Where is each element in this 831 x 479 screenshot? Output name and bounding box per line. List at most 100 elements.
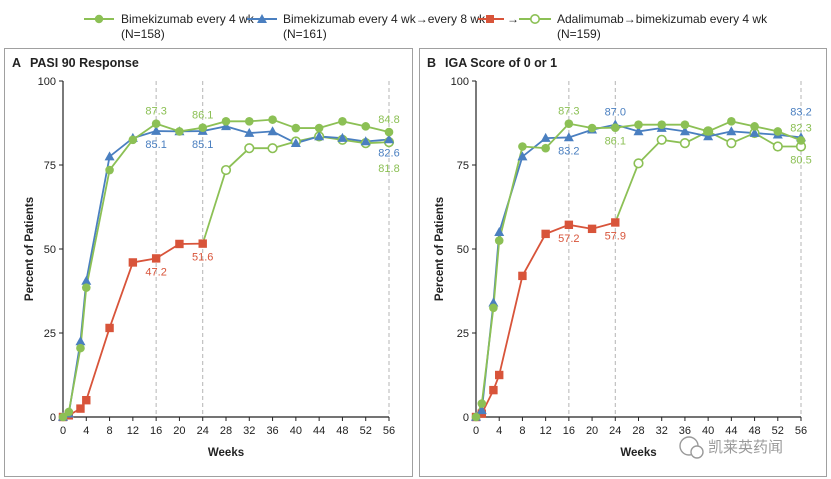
x-tick-label: 16 xyxy=(150,425,162,437)
data-point-bimekizumab-q4w-q8w xyxy=(749,127,760,137)
y-tick-label: 50 xyxy=(44,244,56,256)
x-axis-label: Weeks xyxy=(208,447,244,459)
data-point-adalimumab-switch xyxy=(220,164,232,176)
panel-a-title: PASI 90 Response xyxy=(30,56,139,70)
legend-item-bimekizumab-q4w: Bimekizumab every 4 wk (N=158) xyxy=(84,12,255,41)
y-axis-label: Percent of Patients xyxy=(434,197,446,301)
wechat-bubble-icon xyxy=(690,445,704,459)
legend-label: Bimekizumab every 4 wk xyxy=(121,12,255,26)
data-label-bimekizumab-q4w-q8w: 83.2 xyxy=(790,106,811,118)
x-tick-label: 28 xyxy=(220,425,232,437)
data-point-adalimumab-switch xyxy=(656,134,667,145)
y-tick-label: 0 xyxy=(463,412,469,424)
data-point-bimekizumab-q4w xyxy=(151,119,161,128)
watermark-text: 凯莱英药闻 xyxy=(708,438,783,456)
data-label-bimekizumab-q4w-q8w: 83.2 xyxy=(558,145,579,157)
data-point-adalimumab-switch xyxy=(679,138,691,149)
data-point-bimekizumab-q4w xyxy=(338,117,347,126)
x-tick-label: 44 xyxy=(313,425,325,437)
data-point-bimekizumab-q4w-q8w xyxy=(314,131,325,141)
data-point-bimekizumab-q4w-q8w xyxy=(633,126,644,136)
panel-a-heading: A PASI 90 Response xyxy=(12,56,139,70)
x-tick-label: 40 xyxy=(702,425,714,437)
panel-a-border xyxy=(4,48,413,477)
data-point-bimekizumab-q4w xyxy=(773,127,783,136)
data-point-adalimumab-switch xyxy=(267,143,278,154)
data-label-bimekizumab-q4w-q8w: 85.1 xyxy=(145,139,166,151)
data-point-bimekizumab-q4w xyxy=(268,115,277,124)
x-tick-label: 24 xyxy=(609,425,621,437)
x-tick-label: 44 xyxy=(725,425,737,437)
x-tick-label: 20 xyxy=(173,425,185,437)
legend-n: (N=161) xyxy=(283,27,327,41)
data-point-bimekizumab-q4w xyxy=(541,143,550,153)
data-point-adalimumab xyxy=(495,370,504,380)
data-point-bimekizumab-q4w-q8w xyxy=(726,126,737,136)
filled-square-icon xyxy=(486,15,494,23)
data-point-bimekizumab-q4w xyxy=(518,142,527,151)
data-label-bimekizumab-q4w-q8w: 85.1 xyxy=(192,139,213,151)
data-point-adalimumab xyxy=(128,258,138,267)
panel-b-title: IGA Score of 0 or 1 xyxy=(445,56,557,70)
data-point-bimekizumab-q4w xyxy=(489,303,498,313)
legend-label: Bimekizumab every 4 wk→every 8 wk xyxy=(283,12,486,26)
data-label-adalimumab: 47.2 xyxy=(145,266,166,278)
panel-a-letter: A xyxy=(12,56,21,70)
series-line-bimekizumab-q4w xyxy=(62,118,390,418)
data-point-bimekizumab-q4w xyxy=(314,123,324,133)
data-point-adalimumab xyxy=(541,229,550,239)
data-point-bimekizumab-q4w-q8w xyxy=(703,131,714,141)
x-tick-label: 52 xyxy=(772,425,784,437)
data-point-bimekizumab-q4w xyxy=(81,283,91,292)
series-line-adalimumab-switch xyxy=(201,135,390,244)
x-tick-label: 56 xyxy=(795,425,807,437)
data-point-bimekizumab-q4w xyxy=(58,412,68,422)
data-point-bimekizumab-q4w-q8w xyxy=(151,125,162,135)
x-axis-label: Weeks xyxy=(620,447,656,459)
filled-circle-icon xyxy=(94,14,104,24)
data-point-bimekizumab-q4w-q8w xyxy=(476,405,487,415)
data-point-bimekizumab-q4w xyxy=(796,136,806,145)
x-tick-label: 20 xyxy=(586,425,598,437)
legend-n: (N=159) xyxy=(557,27,601,41)
x-tick-label: 16 xyxy=(563,425,575,437)
data-point-bimekizumab-q4w xyxy=(198,123,208,133)
data-point-adalimumab xyxy=(76,404,85,413)
data-label-bimekizumab-q4w: 82.3 xyxy=(790,122,811,134)
x-tick-label: 8 xyxy=(107,425,113,437)
legend-arrow: → xyxy=(507,12,519,26)
y-tick-label: 25 xyxy=(44,328,56,340)
y-tick-label: 100 xyxy=(451,76,469,88)
data-label-adalimumab: 57.9 xyxy=(605,230,626,242)
data-label-bimekizumab-q4w: 86.1 xyxy=(605,136,626,148)
legend: Bimekizumab every 4 wk (N=158) Bimekizum… xyxy=(84,12,768,41)
x-tick-label: 40 xyxy=(290,425,302,437)
data-point-bimekizumab-q4w xyxy=(64,407,74,417)
data-point-adalimumab xyxy=(175,239,184,249)
data-point-bimekizumab-q4w xyxy=(221,117,231,126)
data-point-adalimumab-switch xyxy=(772,141,783,152)
data-point-bimekizumab-q4w xyxy=(477,399,487,408)
x-tick-label: 52 xyxy=(360,425,372,437)
y-tick-label: 100 xyxy=(38,76,56,88)
data-point-bimekizumab-q4w-q8w xyxy=(494,227,505,236)
data-label-bimekizumab-q4w: 86.1 xyxy=(192,110,213,122)
data-point-adalimumab xyxy=(82,396,91,405)
data-point-adalimumab xyxy=(198,239,207,248)
x-tick-label: 28 xyxy=(632,425,644,437)
data-point-bimekizumab-q4w-q8w xyxy=(563,132,574,142)
y-tick-label: 75 xyxy=(44,160,56,172)
x-tick-label: 36 xyxy=(266,425,278,437)
data-point-bimekizumab-q4w-q8w xyxy=(384,134,394,144)
x-tick-label: 24 xyxy=(197,425,209,437)
legend-label: Adalimumab→bimekizumab every 4 wk xyxy=(557,12,768,26)
data-point-adalimumab-switch xyxy=(244,143,255,154)
panel-b-letter: B xyxy=(427,56,436,70)
data-label-adalimumab: 51.6 xyxy=(192,252,213,264)
data-point-bimekizumab-q4w xyxy=(703,127,713,136)
data-point-bimekizumab-q4w xyxy=(634,120,643,129)
data-point-bimekizumab-q4w xyxy=(471,412,481,422)
data-point-bimekizumab-q4w-q8w xyxy=(75,336,86,346)
